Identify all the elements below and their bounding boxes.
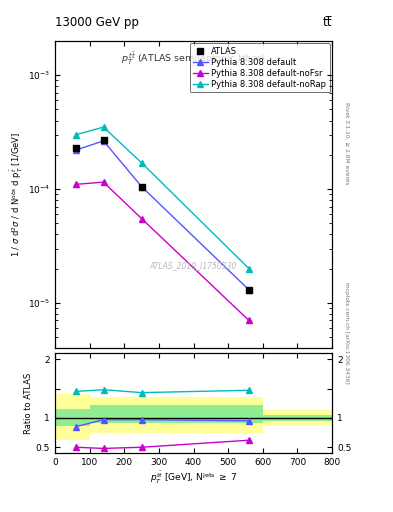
Pythia 8.308 default-noRap (139, 160, 144, 166)
ATLAS (139, 184, 144, 190)
Line: Pythia 8.308 default-noRap: Pythia 8.308 default-noRap (73, 124, 252, 271)
Legend: ATLAS, Pythia 8.308 default, Pythia 8.308 default-noFsr, Pythia 8.308 default-no: ATLAS, Pythia 8.308 default, Pythia 8.30… (189, 44, 330, 92)
ATLAS (73, 145, 78, 151)
X-axis label: $p^{t\bar{t}}_{T}$ [GeV], N$^\mathrm{jets}$ $\geq$ 7: $p^{t\bar{t}}_{T}$ [GeV], N$^\mathrm{jet… (150, 470, 237, 486)
Y-axis label: 1 / $\sigma$ d$^2$$\sigma$ / d N$^{obs}$ d p$^{\bar{t}}_{T}$ [1/GeV]: 1 / $\sigma$ d$^2$$\sigma$ / d N$^{obs}$… (9, 132, 25, 257)
Text: 13000 GeV pp: 13000 GeV pp (55, 16, 139, 29)
Text: tt̅: tt̅ (323, 16, 332, 29)
Text: mcplots.cern.ch [arXiv:1306.3436]: mcplots.cern.ch [arXiv:1306.3436] (344, 282, 349, 383)
Pythia 8.308 default-noFsr (101, 179, 106, 185)
Pythia 8.308 default-noRap (101, 124, 106, 130)
Y-axis label: Ratio to ATLAS: Ratio to ATLAS (24, 373, 33, 434)
Pythia 8.308 default-noRap (73, 132, 78, 138)
Pythia 8.308 default (73, 147, 78, 153)
Line: ATLAS: ATLAS (73, 137, 252, 293)
Pythia 8.308 default-noFsr (139, 216, 144, 222)
Line: Pythia 8.308 default: Pythia 8.308 default (73, 138, 252, 293)
Pythia 8.308 default (247, 287, 252, 293)
Text: ATLAS_2019_I1750330: ATLAS_2019_I1750330 (150, 261, 237, 270)
Pythia 8.308 default-noFsr (247, 317, 252, 324)
ATLAS (247, 287, 252, 293)
Text: Rivet 3.1.10, ≥ 2.8M events: Rivet 3.1.10, ≥ 2.8M events (344, 102, 349, 185)
Pythia 8.308 default-noRap (247, 266, 252, 272)
Text: $p_T^{\,t\bar{t}}$ (ATLAS semileptonic ttbar): $p_T^{\,t\bar{t}}$ (ATLAS semileptonic t… (121, 50, 266, 67)
Pythia 8.308 default (101, 138, 106, 144)
Pythia 8.308 default (139, 184, 144, 190)
Line: Pythia 8.308 default-noFsr: Pythia 8.308 default-noFsr (73, 179, 252, 323)
Pythia 8.308 default-noFsr (73, 181, 78, 187)
ATLAS (101, 137, 106, 143)
